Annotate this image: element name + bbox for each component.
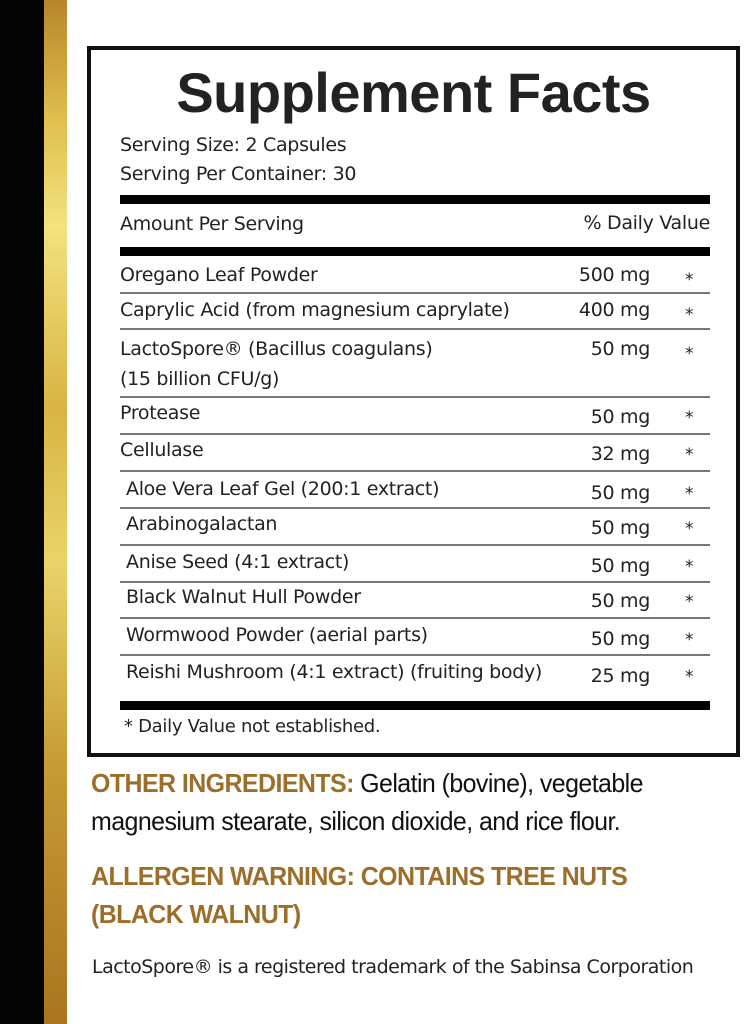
daily-value-asterisk: * [685, 592, 694, 612]
ingredient-name: Wormwood Powder (aerial parts) [126, 624, 428, 646]
ingredient-name: Protease [120, 402, 201, 424]
ingredient-name: Anise Seed (4:1 extract) [126, 551, 350, 573]
other-ingredients-line2: magnesium stearate, silicon dioxide, and… [91, 806, 621, 836]
ingredient-name: Arabinogalactan [126, 513, 278, 535]
ingredient-name: Oregano Leaf Powder [120, 264, 318, 286]
row-divider [120, 544, 710, 546]
daily-value-asterisk: * [685, 445, 694, 465]
ingredient-name-line2: (15 billion CFU/g) [120, 368, 280, 390]
daily-value-asterisk: * [685, 408, 694, 428]
ingredient-amount: 50 mg [590, 590, 651, 612]
ingredient-amount: 400 mg [578, 299, 650, 321]
ingredient-name: Aloe Vera Leaf Gel (200:1 extract) [126, 478, 440, 500]
daily-value-asterisk: * [685, 667, 694, 687]
ingredient-name: LactoSpore® (Bacillus coagulans) [120, 338, 433, 360]
other-ingredients-text: Gelatin (bovine), vegetable [353, 768, 643, 798]
row-divider [120, 396, 710, 398]
thick-divider [120, 247, 710, 256]
ingredient-amount: 50 mg [590, 406, 651, 428]
footnote: * Daily Value not established. [124, 716, 381, 737]
amount-per-serving-header: Amount Per Serving [120, 213, 304, 235]
other-ingredients-label: OTHER INGREDIENTS: [91, 768, 354, 798]
ingredient-name: Black Walnut Hull Powder [126, 586, 361, 608]
row-divider [120, 433, 710, 435]
row-divider [120, 470, 710, 472]
ingredient-name: Cellulase [120, 439, 204, 461]
ingredient-name: Reishi Mushroom (4:1 extract) (fruiting … [126, 661, 543, 683]
ingredient-name: Caprylic Acid (from magnesium caprylate) [120, 299, 510, 321]
serving-size: Serving Size: 2 Capsules [120, 134, 347, 156]
ingredient-amount: 25 mg [590, 665, 651, 687]
ingredient-amount: 50 mg [590, 338, 651, 360]
thick-divider [120, 195, 710, 204]
allergen-warning: ALLERGEN WARNING: CONTAINS TREE NUTS [91, 861, 628, 891]
ingredient-amount: 32 mg [590, 443, 651, 465]
daily-value-asterisk: * [685, 484, 694, 504]
row-divider [120, 328, 710, 330]
ingredient-amount: 50 mg [590, 628, 651, 650]
ingredient-amount: 50 mg [590, 517, 651, 539]
daily-value-asterisk: * [685, 519, 694, 539]
row-divider [120, 617, 710, 619]
ingredient-amount: 500 mg [578, 264, 650, 286]
black-stripe [0, 0, 44, 1024]
daily-value-asterisk: * [685, 557, 694, 577]
gold-stripe [44, 0, 67, 1024]
daily-value-header: % Daily Value [583, 212, 711, 234]
trademark-notice: LactoSpore® is a registered trademark of… [92, 956, 694, 978]
daily-value-asterisk: * [685, 270, 694, 290]
daily-value-asterisk: * [685, 305, 694, 325]
row-divider [120, 654, 710, 656]
thick-divider [120, 701, 710, 710]
panel-title: Supplement Facts [176, 61, 651, 124]
row-divider [120, 507, 710, 509]
ingredient-amount: 50 mg [590, 482, 651, 504]
ingredient-amount: 50 mg [590, 555, 651, 577]
daily-value-asterisk: * [685, 344, 694, 364]
supplement-facts-panel: Supplement Facts Serving Size: 2 Capsule… [87, 46, 740, 757]
row-divider [120, 581, 710, 583]
allergen-warning-line2: (BLACK WALNUT) [91, 899, 301, 929]
servings-per-container: Serving Per Container: 30 [120, 163, 357, 185]
other-ingredients: OTHER INGREDIENTS: Gelatin (bovine), veg… [91, 768, 644, 799]
daily-value-asterisk: * [685, 630, 694, 650]
row-divider [120, 292, 710, 294]
